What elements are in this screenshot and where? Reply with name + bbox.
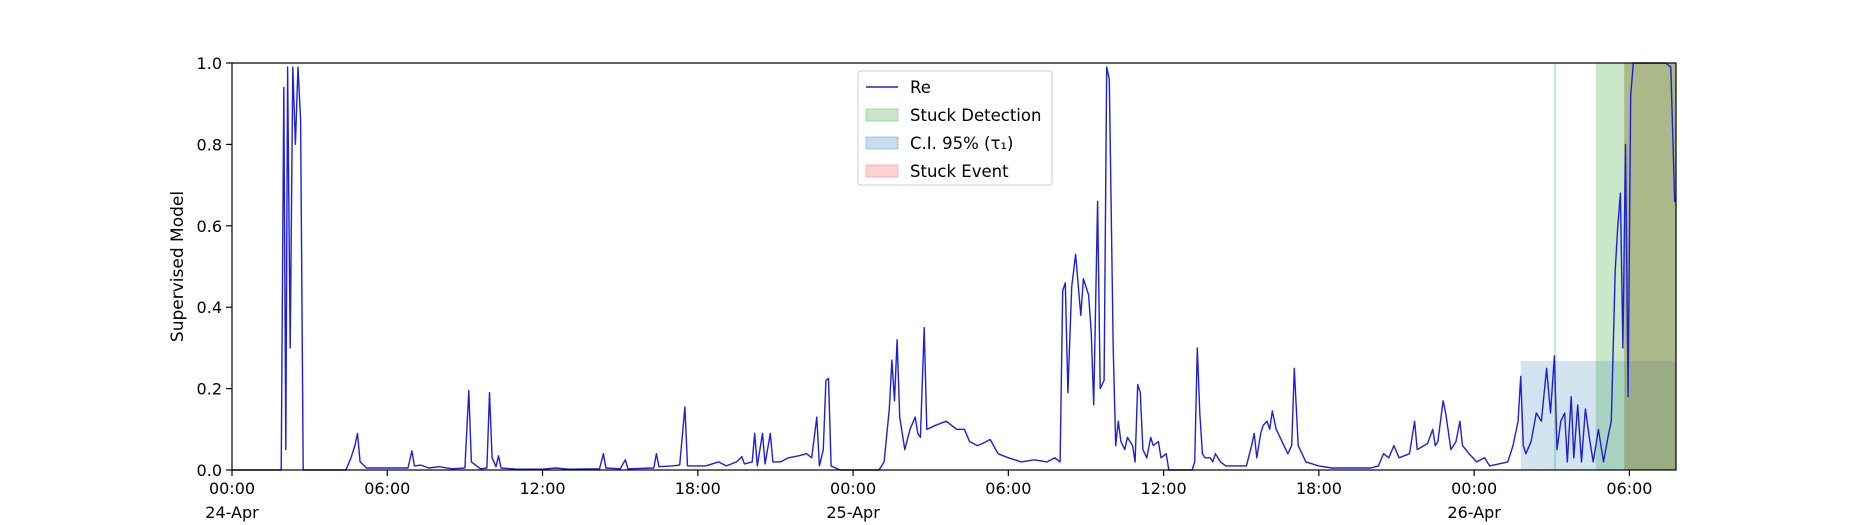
y-axis: 0.0 0.2 0.4 0.6 0.8 1.0: [197, 54, 232, 480]
band-confidence-interval-0: [1520, 360, 1676, 470]
band-stuck-detection-2: [1595, 63, 1676, 470]
x-tick-label: 18:00: [1296, 479, 1342, 498]
x-tick-label: 26-Apr: [1447, 503, 1501, 522]
x-tick-label: 06:00: [1606, 479, 1652, 498]
x-tick-label: 06:00: [364, 479, 410, 498]
band-stuck-event-3: [1624, 63, 1676, 470]
x-tick-label: 00:00: [830, 479, 876, 498]
series-line-re: [232, 62, 1676, 471]
x-tick-label: 00:00: [209, 479, 255, 498]
legend-swatch-patch: [865, 164, 899, 178]
legend-label: C.I. 95% (τ₁): [910, 134, 1013, 153]
band-stuck-detection-4: [1624, 63, 1676, 470]
series-layer: [232, 62, 1676, 471]
bands-layer: [1520, 63, 1676, 470]
y-axis-label: Supervised Model: [168, 191, 188, 342]
legend-label: Re: [910, 78, 931, 97]
y-tick-label: 0.2: [197, 380, 222, 399]
x-tick-label: 06:00: [985, 479, 1031, 498]
y-tick-label: 0.6: [197, 217, 222, 236]
y-tick-label: 0.4: [197, 298, 222, 317]
legend-label: Stuck Detection: [910, 106, 1041, 125]
legend-swatch-patch: [865, 136, 899, 150]
band-stuck-detection-1: [1553, 63, 1557, 470]
x-tick-label: 00:00: [1451, 479, 1497, 498]
x-tick-label: 18:00: [675, 479, 721, 498]
x-tick-label: 12:00: [1141, 479, 1187, 498]
x-axis: 00:0024-Apr190006:0012:0018:0000:0025-Ap…: [205, 470, 1652, 522]
y-tick-label: 1.0: [197, 54, 222, 73]
legend-label: Stuck Event: [910, 162, 1009, 181]
legend-box: [857, 70, 1053, 186]
x-tick-label: 12:00: [519, 479, 565, 498]
y-tick-label: 0.0: [197, 461, 222, 480]
plot-frame: [231, 62, 1677, 471]
x-tick-label: 25-Apr: [826, 503, 880, 522]
legend: Re Stuck Detection C.I. 95% (τ₁) Stuck Even…: [857, 70, 1053, 186]
y-tick-label: 0.8: [197, 135, 222, 154]
legend-swatch-patch: [865, 108, 899, 122]
x-tick-label: 24-Apr: [205, 503, 259, 522]
